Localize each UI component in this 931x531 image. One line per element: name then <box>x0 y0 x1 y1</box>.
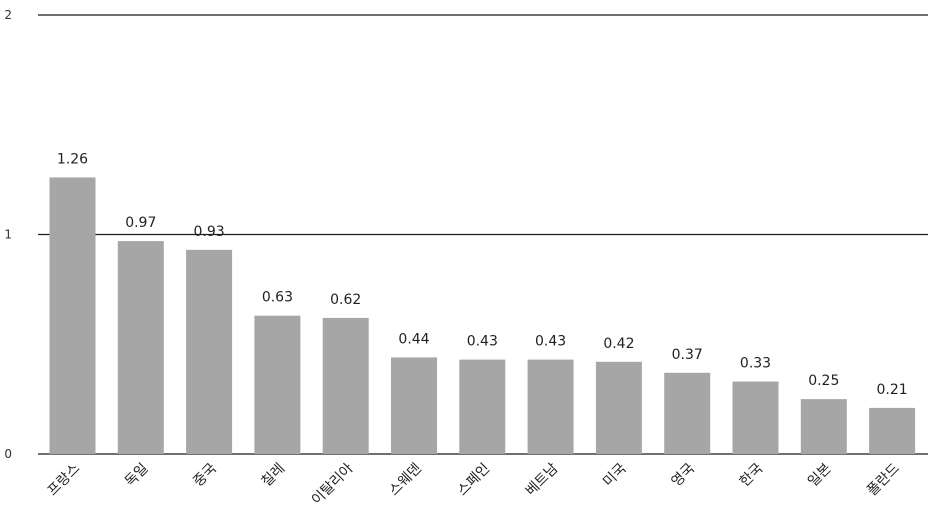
value-label: 0.43 <box>467 334 498 350</box>
category-label: 독일 <box>122 461 152 491</box>
x-axis-labels: 프랑스 독일 중국 칠레 이탈리아 스웨덴 스페인 베트남 미국 영국 한국 일본 폴란드 <box>45 460 903 508</box>
bar-6 <box>459 359 506 454</box>
category-label: 이탈리아 <box>309 460 357 508</box>
bar-1 <box>117 241 164 454</box>
value-label: 0.62 <box>330 292 361 308</box>
bar-10 <box>732 381 779 454</box>
bar-9 <box>664 372 711 454</box>
category-label: 일본 <box>805 460 835 490</box>
value-label: 0.21 <box>877 382 908 398</box>
value-label: 0.63 <box>262 290 293 306</box>
category-label: 스페인 <box>454 461 493 500</box>
value-label: 0.97 <box>125 215 156 231</box>
y-tick-label: 2 <box>4 8 12 22</box>
value-label: 0.42 <box>603 336 634 352</box>
bar-2 <box>186 249 233 454</box>
bar-12 <box>869 407 916 454</box>
value-labels: 1.26 0.97 0.93 0.63 0.62 0.44 0.43 0.43 0.42 0.37… <box>57 151 908 397</box>
value-label: 1.26 <box>57 151 88 167</box>
bar-11 <box>800 399 847 454</box>
category-label: 중국 <box>190 460 220 490</box>
bars <box>49 177 916 454</box>
bar-3 <box>254 315 301 454</box>
value-label: 0.33 <box>740 356 771 372</box>
category-label: 미국 <box>600 460 630 490</box>
bar-7 <box>527 359 574 454</box>
value-label: 0.25 <box>808 373 839 389</box>
y-tick-label: 1 <box>4 228 12 242</box>
bar-5 <box>391 357 437 454</box>
y-axis-ticks: 0 1 2 <box>4 8 12 461</box>
value-label: 0.43 <box>535 334 566 350</box>
category-label: 폴란드 <box>864 460 903 499</box>
category-label: 영국 <box>668 460 698 490</box>
bar-0 <box>49 177 96 454</box>
value-label: 0.44 <box>398 331 429 347</box>
bar-4 <box>322 317 369 454</box>
category-label: 한국 <box>737 460 767 490</box>
value-label: 0.37 <box>672 347 703 363</box>
category-label: 스웨덴 <box>386 461 425 500</box>
category-label: 프랑스 <box>45 460 84 499</box>
category-label: 베트남 <box>523 460 562 499</box>
value-label: 0.93 <box>194 224 225 240</box>
category-label: 칠레 <box>259 461 289 491</box>
y-tick-label: 0 <box>4 447 12 461</box>
bar-8 <box>595 361 642 454</box>
